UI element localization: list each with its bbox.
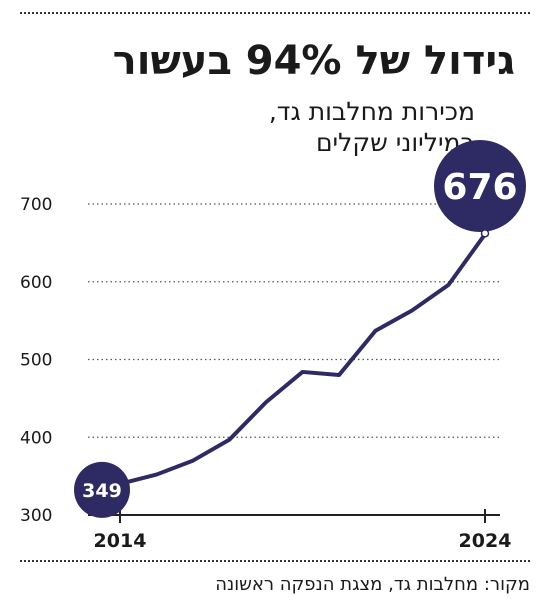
- end-point-marker: [480, 229, 490, 238]
- chart-title: גידול של 94% בעשור: [112, 38, 515, 84]
- data-point-2021: [374, 329, 377, 333]
- subtitle-line-2: במיליוני שקלים: [315, 128, 475, 157]
- subtitle-line-1: מכירות מחלבות גד,: [268, 97, 475, 126]
- end-value-circle: [434, 140, 526, 232]
- end-value-label: 676: [442, 167, 517, 208]
- start-value-circle: [74, 461, 130, 518]
- x-tick-label-2014: 2014: [94, 530, 147, 552]
- data-point-2016: [191, 459, 195, 463]
- y-tick-label-500: 500: [20, 351, 52, 371]
- y-tick-label-700: 700: [20, 195, 52, 215]
- y-tick-label-300: 300: [20, 506, 52, 526]
- data-point-2023: [447, 283, 450, 287]
- y-tick-label-400: 400: [20, 428, 52, 448]
- top-divider: [20, 12, 530, 14]
- start-value-label: 349: [82, 480, 122, 502]
- source-note: מקור: מחלבות גד, מצגת הנפקה ראשונה: [215, 574, 530, 595]
- data-point-2019: [301, 370, 304, 374]
- bottom-divider: [20, 560, 530, 562]
- data-point-2022: [410, 309, 414, 313]
- y-tick-label-600: 600: [20, 273, 52, 293]
- chart-subtitle: מכירות מחלבות גד, במיליוני שקלים: [0, 96, 475, 158]
- data-point-2020: [337, 373, 341, 377]
- data-point-2015: [155, 473, 158, 477]
- data-point-2018: [264, 400, 268, 404]
- data-point-2017: [228, 438, 231, 442]
- x-tick-label-2024: 2024: [459, 530, 512, 552]
